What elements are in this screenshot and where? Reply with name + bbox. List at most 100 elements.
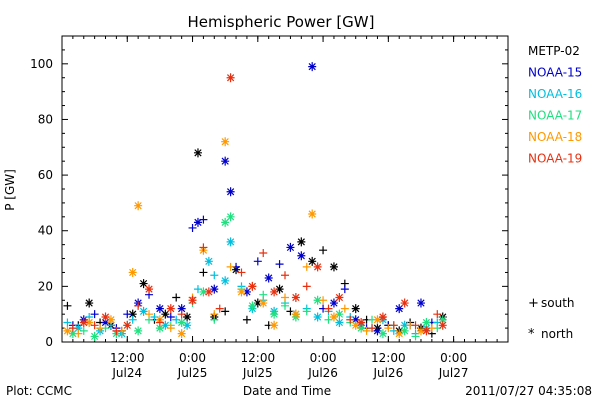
chart-title: Hemispheric Power [GW]	[188, 13, 375, 31]
data-point-north	[161, 320, 170, 330]
data-point-north	[221, 276, 230, 286]
data-point-south	[63, 318, 72, 327]
data-point-north	[155, 304, 164, 314]
data-point-south	[74, 329, 83, 338]
data-point-north	[193, 217, 202, 227]
data-point-north	[259, 298, 268, 308]
data-point-south	[302, 282, 311, 291]
data-point-north	[378, 329, 387, 339]
data-point-north	[416, 326, 425, 336]
data-point-north	[438, 315, 447, 325]
data-point-north	[422, 318, 431, 328]
footer-timestamp: 2011/07/27 04:35:08	[465, 384, 592, 398]
series-noaa-19	[68, 73, 447, 336]
data-point-north	[335, 309, 344, 319]
data-point-north	[199, 287, 208, 297]
data-point-south	[324, 304, 333, 313]
marker-legend-label: south	[541, 296, 575, 310]
data-point-south	[172, 293, 181, 302]
data-point-south	[302, 307, 311, 316]
y-tick-label: 80	[38, 112, 53, 126]
data-point-south	[346, 315, 355, 324]
data-point-north	[68, 329, 77, 339]
data-point-north	[270, 320, 279, 330]
data-point-north	[177, 304, 186, 314]
data-point-north	[221, 217, 230, 227]
data-point-north	[416, 298, 425, 308]
data-point-north	[308, 209, 317, 219]
data-point-south	[433, 310, 442, 319]
data-point-north	[177, 318, 186, 328]
data-point-south	[340, 304, 349, 313]
legend-entry: NOAA-19	[528, 152, 582, 166]
data-point-south	[128, 315, 137, 324]
data-point-north	[139, 279, 148, 289]
y-tick-label: 60	[38, 168, 53, 182]
data-point-south	[221, 307, 230, 316]
data-point-north	[221, 156, 230, 166]
legend-entry: NOAA-18	[528, 130, 582, 144]
x-tick-label: 12:00	[241, 351, 276, 365]
data-point-south	[411, 321, 420, 330]
data-point-south	[226, 262, 235, 271]
data-point-north	[221, 137, 230, 147]
data-point-north	[335, 292, 344, 302]
data-point-north	[335, 318, 344, 328]
data-point-north	[297, 251, 306, 261]
data-point-south	[177, 310, 186, 319]
data-point-north	[357, 323, 366, 333]
data-point-north	[329, 262, 338, 272]
data-point-north	[183, 312, 192, 322]
legend-entry: NOAA-16	[528, 87, 582, 101]
data-point-south	[302, 262, 311, 271]
data-point-south	[210, 310, 219, 319]
data-point-south	[112, 326, 121, 335]
data-point-south	[199, 243, 208, 252]
x-tick-date-label: Jul27	[438, 366, 469, 380]
legend-entry: METP-02	[528, 44, 580, 58]
x-tick-date-label: Jul26	[372, 366, 403, 380]
data-point-south	[166, 324, 175, 333]
data-point-north	[378, 312, 387, 322]
data-point-north	[313, 312, 322, 322]
data-point-south	[90, 321, 99, 330]
y-tick-label: 0	[45, 335, 53, 349]
data-point-north	[291, 309, 300, 319]
data-point-north	[248, 281, 257, 291]
footer-credit: Plot: CCMC	[6, 384, 72, 398]
data-point-north	[422, 326, 431, 336]
data-point-north	[123, 320, 132, 330]
x-tick-date-label: Jul24	[111, 366, 142, 380]
marker-legend-entry: + south	[528, 296, 575, 311]
data-point-north	[226, 237, 235, 247]
data-point-south	[384, 324, 393, 333]
data-point-south	[319, 246, 328, 255]
data-point-south	[281, 271, 289, 280]
data-point-south	[166, 312, 175, 321]
data-point-south	[411, 332, 420, 341]
data-point-north	[145, 284, 154, 294]
data-point-south	[68, 324, 77, 333]
x-tick-date-label: Jul26	[307, 366, 338, 380]
data-point-north	[308, 62, 317, 72]
data-point-north	[226, 212, 235, 222]
data-point-south	[275, 260, 284, 269]
x-tick-label: 12:00	[110, 351, 145, 365]
data-point-north	[177, 329, 186, 339]
axis-layer: 02040608010012:00Jul240:00Jul2512:00Jul2…	[30, 35, 509, 380]
x-tick-date-label: Jul25	[242, 366, 273, 380]
data-point-north	[204, 256, 213, 266]
data-point-north	[275, 284, 284, 294]
data-point-north	[400, 320, 409, 330]
data-point-north	[291, 292, 300, 302]
data-point-north	[264, 273, 273, 283]
data-point-south	[215, 304, 224, 313]
data-point-north	[270, 309, 279, 319]
data-point-north	[85, 298, 94, 308]
data-point-south	[259, 248, 268, 257]
data-point-north	[248, 301, 257, 311]
data-point-north	[373, 315, 382, 325]
